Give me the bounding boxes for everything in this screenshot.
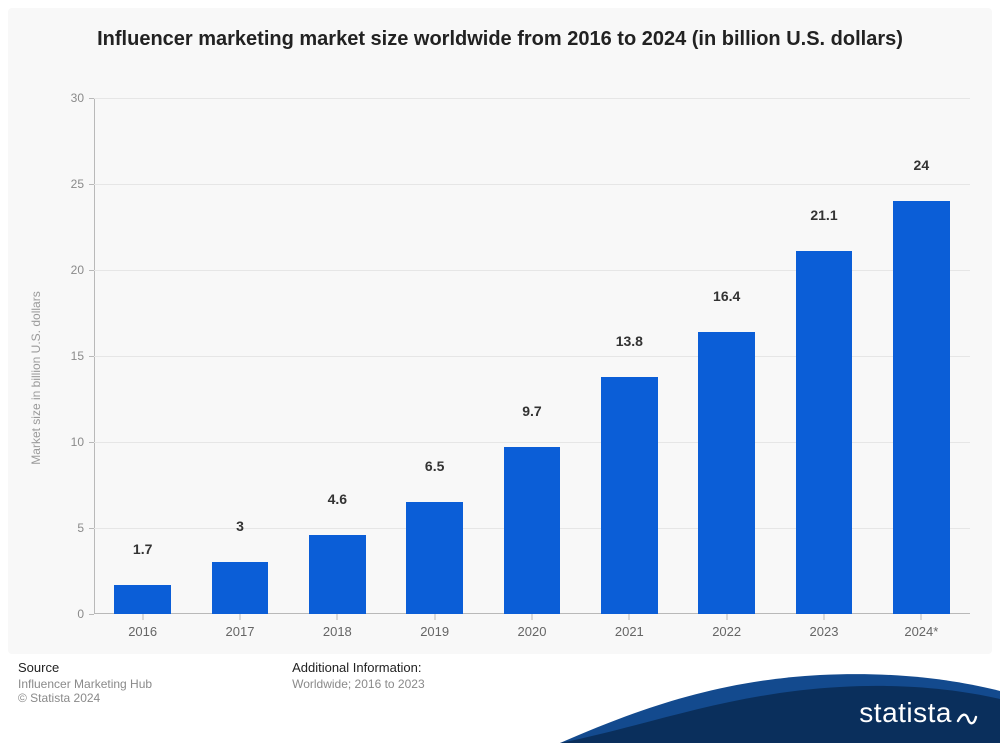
y-tick-mark bbox=[89, 184, 94, 185]
y-axis-label: Market size in billion U.S. dollars bbox=[29, 291, 43, 464]
x-tick-label: 2024* bbox=[904, 624, 938, 639]
bar-slot: 4.6 bbox=[309, 98, 365, 614]
bar-value-label: 6.5 bbox=[406, 458, 462, 480]
y-tick-mark bbox=[89, 614, 94, 615]
bar bbox=[406, 502, 462, 614]
bar-value-label: 3 bbox=[212, 518, 268, 540]
plot-area: 0510152025301.72016320174.620186.520199.… bbox=[94, 98, 970, 614]
bar-value-label: 1.7 bbox=[114, 541, 170, 563]
bar-slot: 21.1 bbox=[796, 98, 852, 614]
logo-wave-icon bbox=[956, 707, 978, 729]
x-tick-mark bbox=[337, 614, 338, 620]
bar-slot: 3 bbox=[212, 98, 268, 614]
logo-text: statista bbox=[859, 697, 952, 729]
x-tick-label: 2021 bbox=[615, 624, 644, 639]
bar bbox=[504, 447, 560, 614]
source-heading: Source bbox=[18, 660, 152, 675]
bar bbox=[212, 562, 268, 614]
y-tick-mark bbox=[89, 98, 94, 99]
bar-value-label: 4.6 bbox=[309, 491, 365, 513]
bar-value-label: 24 bbox=[893, 157, 949, 179]
bar-value-label: 16.4 bbox=[698, 288, 754, 310]
chart-card: Influencer marketing market size worldwi… bbox=[8, 8, 992, 654]
y-tick-label: 0 bbox=[77, 607, 84, 621]
bar-value-label: 13.8 bbox=[601, 333, 657, 355]
x-tick-mark bbox=[921, 614, 922, 620]
bar bbox=[893, 201, 949, 614]
bar bbox=[114, 585, 170, 614]
y-tick-label: 15 bbox=[71, 349, 84, 363]
x-tick-mark bbox=[240, 614, 241, 620]
info-heading: Additional Information: bbox=[292, 660, 425, 675]
bar-slot: 9.7 bbox=[504, 98, 560, 614]
y-tick-label: 20 bbox=[71, 263, 84, 277]
bar-slot: 6.5 bbox=[406, 98, 462, 614]
source-block: Source Influencer Marketing Hub © Statis… bbox=[18, 660, 152, 705]
x-tick-mark bbox=[532, 614, 533, 620]
statista-logo: statista bbox=[859, 697, 978, 729]
bar-value-label: 21.1 bbox=[796, 207, 852, 229]
x-tick-label: 2017 bbox=[226, 624, 255, 639]
bar-value-label: 9.7 bbox=[504, 403, 560, 425]
bar bbox=[796, 251, 852, 614]
y-tick-label: 30 bbox=[71, 91, 84, 105]
x-tick-label: 2018 bbox=[323, 624, 352, 639]
x-tick-label: 2023 bbox=[810, 624, 839, 639]
x-tick-label: 2022 bbox=[712, 624, 741, 639]
y-tick-label: 10 bbox=[71, 435, 84, 449]
x-tick-mark bbox=[434, 614, 435, 620]
x-tick-label: 2020 bbox=[518, 624, 547, 639]
y-tick-mark bbox=[89, 442, 94, 443]
source-text: Influencer Marketing Hub bbox=[18, 677, 152, 691]
bar-slot: 16.4 bbox=[698, 98, 754, 614]
x-tick-mark bbox=[824, 614, 825, 620]
y-tick-mark bbox=[89, 356, 94, 357]
info-block: Additional Information: Worldwide; 2016 … bbox=[292, 660, 425, 705]
bar bbox=[601, 377, 657, 614]
bar-slot: 24 bbox=[893, 98, 949, 614]
x-tick-mark bbox=[629, 614, 630, 620]
x-tick-label: 2019 bbox=[420, 624, 449, 639]
x-tick-label: 2016 bbox=[128, 624, 157, 639]
chart-title: Influencer marketing market size worldwi… bbox=[8, 8, 992, 57]
bar bbox=[309, 535, 365, 614]
y-tick-label: 5 bbox=[77, 521, 84, 535]
bar bbox=[698, 332, 754, 614]
x-tick-mark bbox=[726, 614, 727, 620]
bar-slot: 13.8 bbox=[601, 98, 657, 614]
info-text: Worldwide; 2016 to 2023 bbox=[292, 677, 425, 691]
y-tick-label: 25 bbox=[71, 177, 84, 191]
y-tick-mark bbox=[89, 270, 94, 271]
x-tick-mark bbox=[142, 614, 143, 620]
bar-slot: 1.7 bbox=[114, 98, 170, 614]
y-tick-mark bbox=[89, 528, 94, 529]
copyright-text: © Statista 2024 bbox=[18, 691, 152, 705]
